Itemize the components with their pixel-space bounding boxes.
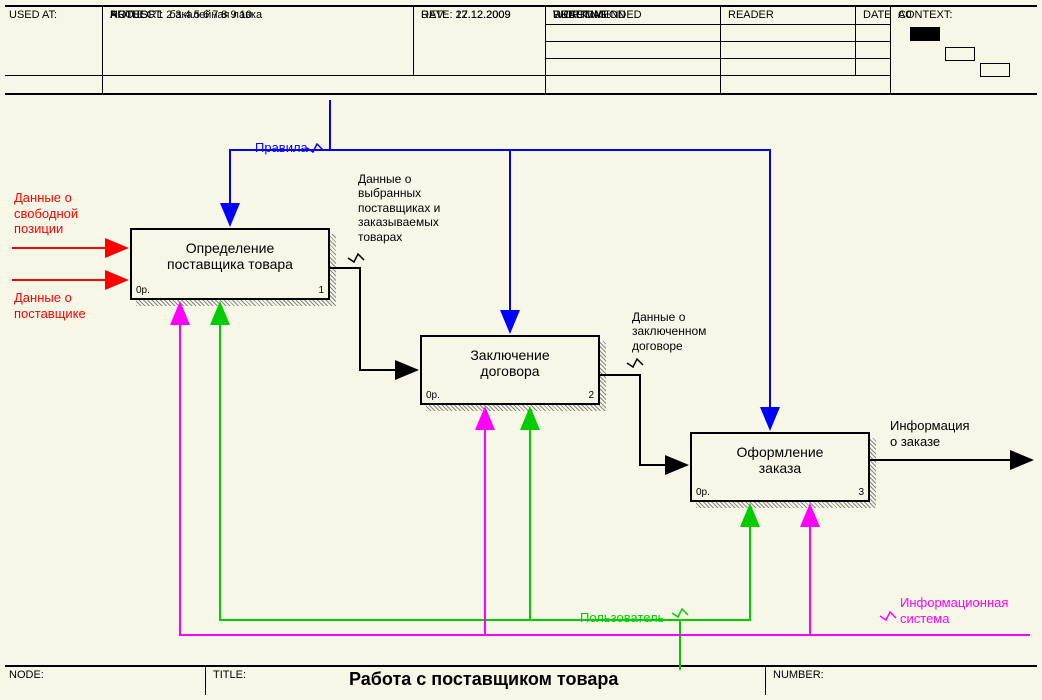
activity-num: 1 (318, 285, 324, 296)
label-order_info: Информация о заказе (890, 418, 970, 449)
reader-date-label: DATE (859, 7, 896, 23)
label-contract: Данные о заключенном договоре (632, 310, 706, 353)
activity-box-2: Заключение договора 0р. 2 (420, 335, 600, 405)
rev-value: 22.12.2009 (455, 9, 510, 21)
context-box-icon (945, 47, 975, 61)
footer-frame: NODE: TITLE: Работа с поставщиком товара… (5, 665, 1037, 695)
header-frame: USED AT: AUTHOR: PROJECT: бакалейная лав… (5, 5, 1037, 95)
context-a0: A0 (894, 7, 915, 23)
activity-num: 3 (858, 487, 864, 498)
label-supplier_data: Данные о поставщике (14, 290, 86, 321)
label-user: Пользователь (580, 610, 664, 626)
activity-op: 0р. (696, 487, 710, 498)
title-label: TITLE: (209, 667, 250, 683)
number-label: NUMBER: (769, 667, 828, 683)
activity-label: Оформление заказа (692, 444, 868, 476)
reader-label: READER (724, 7, 778, 23)
label-chosen: Данные о выбранных поставщиках и заказыв… (358, 172, 440, 244)
activity-num: 2 (588, 390, 594, 401)
notes-numbers: 1 2 3 4 5 6 7 8 9 10 (157, 9, 252, 21)
notes-label: NOTES: (110, 9, 151, 21)
label-free_pos: Данные о свободной позиции (14, 190, 78, 237)
status-publication: PUBLICATION (549, 7, 630, 23)
rev-label: REV: (421, 9, 446, 21)
activity-op: 0р. (136, 285, 150, 296)
activity-label: Заключение договора (422, 347, 598, 379)
activity-box-1: Определение поставщика товара 0р. 1 (130, 228, 330, 300)
node-label: NODE: (5, 667, 48, 683)
label-rules: Правила (255, 140, 308, 156)
context-box-icon (980, 63, 1010, 77)
label-infosys: Информационная система (900, 595, 1008, 626)
used-at-label: USED AT: (5, 7, 61, 23)
activity-op: 0р. (426, 390, 440, 401)
context-box-icon (910, 27, 940, 41)
title-value: Работа с поставщиком товара (345, 667, 622, 692)
activity-label: Определение поставщика товара (132, 240, 328, 272)
activity-box-3: Оформление заказа 0р. 3 (690, 432, 870, 502)
